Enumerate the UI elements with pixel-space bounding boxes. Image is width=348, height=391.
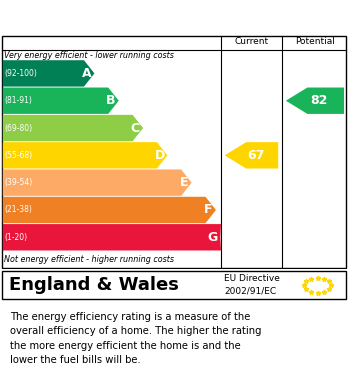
Text: (1-20): (1-20): [5, 233, 27, 242]
Text: Current: Current: [234, 38, 269, 47]
Polygon shape: [3, 88, 119, 114]
Text: D: D: [155, 149, 165, 162]
Polygon shape: [286, 88, 344, 114]
Text: (92-100): (92-100): [5, 69, 37, 78]
Polygon shape: [3, 224, 221, 251]
Polygon shape: [3, 142, 167, 169]
Text: England & Wales: England & Wales: [9, 276, 179, 294]
Polygon shape: [3, 197, 216, 223]
Text: A: A: [82, 67, 92, 80]
Text: B: B: [106, 94, 116, 107]
Text: Potential: Potential: [295, 38, 335, 47]
Bar: [2, 271, 346, 299]
Text: C: C: [131, 122, 140, 135]
Text: (21-38): (21-38): [5, 206, 32, 215]
Text: (81-91): (81-91): [5, 96, 32, 105]
Text: E: E: [180, 176, 188, 189]
Text: (69-80): (69-80): [5, 124, 33, 133]
Text: (39-54): (39-54): [5, 178, 33, 187]
Text: F: F: [204, 203, 213, 217]
Polygon shape: [3, 60, 94, 86]
Text: Very energy efficient - lower running costs: Very energy efficient - lower running co…: [4, 50, 174, 59]
Text: Energy Efficiency Rating: Energy Efficiency Rating: [63, 11, 285, 26]
Text: G: G: [207, 231, 218, 244]
Text: EU Directive
2002/91/EC: EU Directive 2002/91/EC: [224, 274, 280, 296]
Polygon shape: [3, 169, 192, 196]
Text: 82: 82: [310, 94, 328, 107]
Text: (55-68): (55-68): [5, 151, 33, 160]
Polygon shape: [3, 115, 143, 141]
Text: Not energy efficient - higher running costs: Not energy efficient - higher running co…: [4, 255, 174, 264]
Text: The energy efficiency rating is a measure of the
overall efficiency of a home. T: The energy efficiency rating is a measur…: [10, 312, 261, 365]
Text: 67: 67: [247, 149, 264, 162]
Polygon shape: [225, 142, 278, 169]
